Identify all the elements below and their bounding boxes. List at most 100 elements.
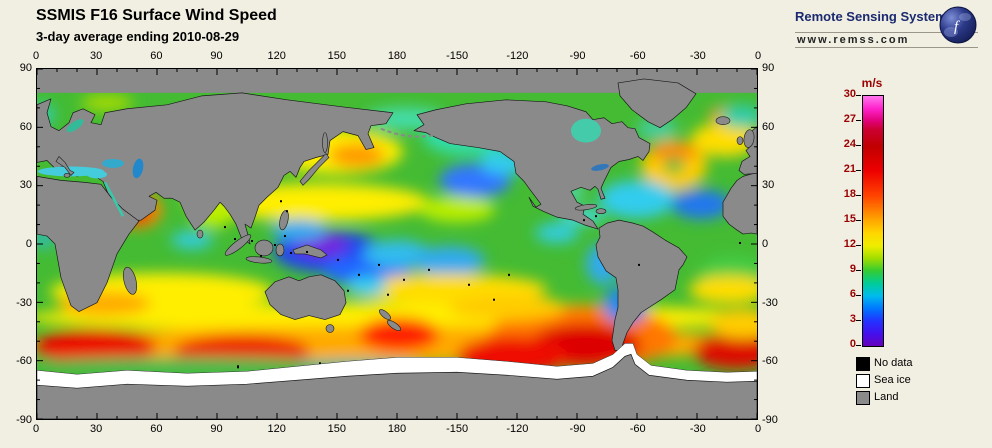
- world-wind-map: [36, 68, 758, 420]
- landmass-tasmania: [325, 324, 335, 333]
- red-sea: [103, 181, 125, 217]
- lat-tick-label-right: -90: [762, 414, 778, 426]
- legend-label-no-data: No data: [874, 357, 913, 369]
- colorbar-tick-mark: [856, 345, 861, 346]
- lat-tick-label-right: 90: [762, 62, 775, 74]
- colorbar-tick-label: 0: [849, 338, 856, 350]
- landmass-cuba: [574, 204, 598, 211]
- lon-tick-label-bottom: 150: [327, 423, 346, 435]
- black-sea: [102, 158, 124, 168]
- lon-tick-label-bottom: 120: [267, 423, 286, 435]
- lon-tick-label-bottom: -90: [569, 423, 586, 435]
- brand-divider-top: [795, 32, 978, 33]
- globe-logo-svg: f: [939, 6, 977, 44]
- lat-tick-label-left: -90: [16, 414, 32, 426]
- colorbar-tick-label: 15: [843, 213, 856, 225]
- landmass-new-zealand: [379, 309, 391, 320]
- lon-tick-label-top: 90: [210, 50, 223, 62]
- svg-text:f: f: [954, 19, 960, 35]
- map-tick-marks: [37, 69, 757, 419]
- lat-tick-label-right: 0: [762, 238, 769, 250]
- colorbar-tick-label: 6: [849, 288, 856, 300]
- landmass-madagascar: [122, 266, 138, 295]
- colorbar-unit-label: m/s: [861, 76, 883, 90]
- lat-tick-label-left: 60: [19, 120, 32, 133]
- landmass-sumatra: [224, 234, 252, 256]
- lon-tick-label-bottom: 180: [387, 423, 407, 435]
- lon-tick-label-top: 120: [267, 50, 286, 62]
- lat-tick-label-left: 30: [19, 179, 32, 192]
- lon-tick-label-top: 0: [754, 50, 762, 62]
- colorbar-tick-mark: [856, 270, 861, 271]
- legend-label-land: Land: [874, 391, 899, 403]
- lat-tick-label-left: 0: [25, 238, 32, 250]
- legend-swatch-land: [856, 391, 870, 405]
- colorbar-tick-label: 27: [843, 113, 856, 125]
- colorbar-tick-mark: [856, 320, 861, 321]
- lon-tick-label-bottom: -120: [506, 423, 529, 435]
- lon-tick-label-top: -90: [569, 50, 586, 62]
- lat-tick-label-right: -60: [762, 355, 778, 368]
- page-subtitle: 3-day average ending 2010-08-29: [36, 29, 240, 44]
- colorbar-tick-label: 18: [843, 188, 856, 200]
- lon-tick-label-bottom: -30: [689, 423, 706, 435]
- landmass-aleutians: [380, 127, 438, 138]
- landmass-borneo: [254, 239, 274, 257]
- lon-tick-label-bottom: 0: [32, 423, 40, 435]
- landmass-antarctica: [37, 353, 757, 419]
- brand-divider-bottom: [795, 47, 978, 48]
- landmass-south-america: [595, 219, 688, 351]
- colorbar-tick-mark: [856, 95, 861, 96]
- lon-tick-label-bottom: 60: [150, 423, 163, 435]
- lon-tick-label-top: 150: [327, 50, 346, 62]
- baltic-sea: [66, 119, 84, 133]
- great-lakes: [591, 163, 609, 171]
- colorbar-tick-label: 3: [849, 313, 856, 325]
- colorbar-tick-mark: [856, 145, 861, 146]
- brand-name: Remote Sensing Systems: [795, 9, 954, 24]
- hudson-bay: [571, 118, 601, 143]
- lon-tick-label-top: 30: [90, 50, 103, 62]
- islands-layer: [55, 116, 755, 333]
- colorbar-tick-label: 12: [843, 238, 856, 250]
- lon-tick-label-top: -120: [506, 50, 529, 62]
- landmass-greenland: [617, 78, 697, 129]
- landmass-uk: [743, 129, 755, 148]
- lon-tick-label-top: -60: [629, 50, 646, 62]
- lat-tick-label-right: 30: [762, 179, 775, 192]
- lon-tick-label-bottom: 90: [210, 423, 223, 435]
- landmass-arctic: [37, 69, 757, 93]
- colorbar-tick-mark: [856, 195, 861, 196]
- lon-tick-label-top: -150: [446, 50, 469, 62]
- colorbar-tick-mark: [856, 220, 861, 221]
- landmass-australia: [264, 274, 347, 320]
- legend-swatch-no-data: [856, 357, 870, 371]
- colorbar-tick-mark: [856, 170, 861, 171]
- lat-tick-label-left: 90: [19, 62, 32, 74]
- colorbar-tick-label: 21: [843, 163, 856, 175]
- brand-url-link[interactable]: www.remss.com: [797, 34, 910, 46]
- marginal-seas-layer: [38, 118, 609, 217]
- lon-tick-label-bottom: 0: [754, 423, 762, 435]
- lon-tick-label-top: 0: [32, 50, 40, 62]
- landmass-italy: [55, 156, 75, 176]
- colorbar-tick-mark: [856, 120, 861, 121]
- lat-tick-label-left: -60: [16, 355, 32, 368]
- colorbar-tick-label: 30: [843, 88, 856, 100]
- landmass-iceland: [715, 116, 731, 125]
- lat-tick-label-right: -30: [762, 296, 778, 309]
- lon-tick-label-top: 60: [150, 50, 163, 62]
- landmass-africa-east: [37, 176, 140, 312]
- colorbar-tick-label: 9: [849, 263, 856, 275]
- landmass-new-guinea: [292, 244, 328, 259]
- legend-label-sea-ice: Sea ice: [874, 374, 911, 386]
- lon-tick-label-bottom: 30: [90, 423, 103, 435]
- colorbar-gradient: [862, 95, 884, 347]
- colorbar-tick-label: 24: [843, 138, 856, 150]
- lat-tick-label-left: -30: [16, 296, 32, 309]
- world-wind-map-svg: [37, 69, 757, 419]
- lon-tick-label-top: -30: [689, 50, 706, 62]
- colorbar-tick-mark: [856, 245, 861, 246]
- landmass-africa-west: [722, 172, 757, 235]
